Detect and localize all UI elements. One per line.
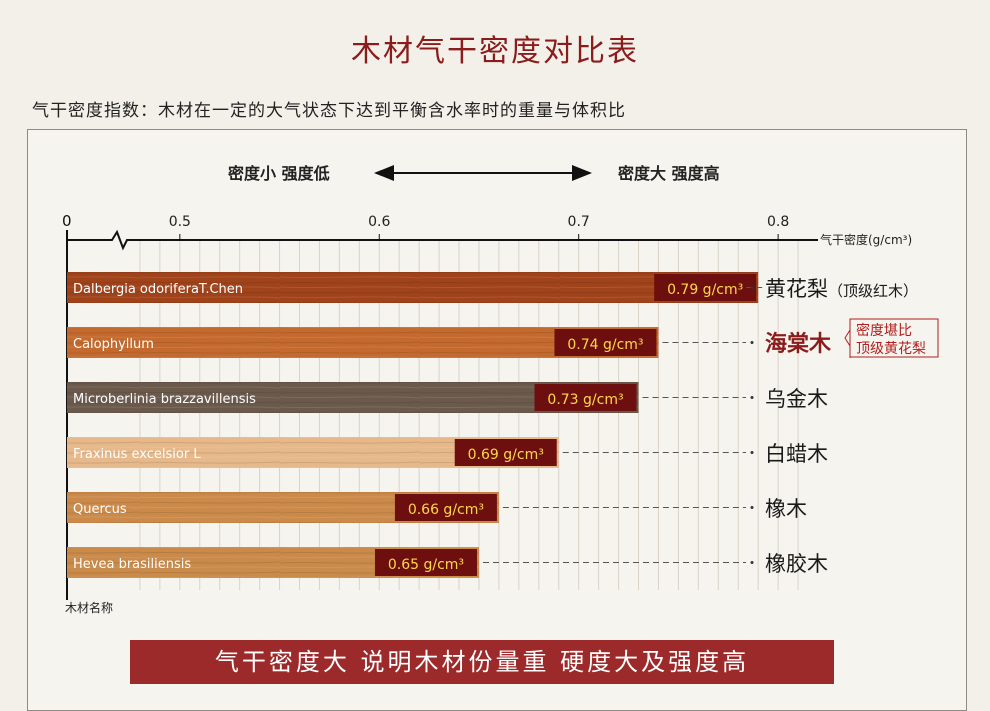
leader-dot — [750, 396, 754, 399]
bar-3: Microberlinia brazzavillensis 0.73 g/cm³ 乌… — [67, 382, 828, 413]
value-label: 0.74 g/cm³ — [567, 337, 643, 353]
tick-label: 0.6 — [368, 214, 390, 230]
x-axis-line — [67, 229, 818, 251]
legend-high-density: 密度大 强度高 — [618, 164, 720, 183]
footer-banner: 气干密度大 说明木材份量重 硬度大及强度高 — [130, 640, 834, 684]
value-label: 0.79 g/cm³ — [667, 282, 743, 298]
note-line-1: 密度堪比 — [856, 322, 912, 339]
y-axis-label: 木材名称 — [65, 600, 113, 615]
leader-dot — [750, 506, 754, 509]
leader-dot — [750, 286, 754, 289]
wood-name: 橡木 — [765, 497, 807, 521]
value-label: 0.73 g/cm³ — [547, 392, 623, 408]
bar-latin-label: Calophyllum — [73, 337, 154, 352]
bar-latin-label: Quercus — [73, 502, 127, 517]
value-label-box — [374, 549, 477, 576]
wood-name: 海棠木 — [765, 331, 832, 357]
value-label: 0.65 g/cm³ — [388, 557, 464, 573]
bar-grain — [67, 272, 759, 303]
value-label-box — [554, 329, 657, 356]
bar-latin-label: Dalbergia odoriferaT.Chen — [73, 282, 243, 297]
value-label-box — [654, 274, 757, 301]
bar-6: Hevea brasiliensis 0.65 g/cm³ 橡胶木 — [67, 547, 828, 578]
note-box: 密度堪比 顶级黄花梨 — [844, 318, 939, 358]
bar-latin-label: Microberlinia brazzavillensis — [73, 392, 256, 407]
bar-5: Quercus 0.66 g/cm³ 橡木 — [67, 492, 807, 523]
note-line-2: 顶级黄花梨 — [856, 340, 926, 357]
bar-latin-label: Hevea brasiliensis — [73, 557, 191, 572]
tick-label: 0.5 — [169, 214, 191, 230]
chart-description: 气干密度指数：木材在一定的大气状态下达到平衡含水率时的重量与体积比 — [32, 101, 626, 121]
wood-name: 白蜡木 — [765, 442, 828, 466]
wood-name: 橡胶木 — [765, 552, 828, 576]
wood-name: 乌金木 — [765, 387, 828, 411]
value-label: 0.69 g/cm³ — [468, 447, 544, 463]
tick-label: 0.7 — [568, 214, 590, 230]
wood-name: 黄花梨（顶级红木） — [765, 277, 918, 301]
leader-dot — [750, 451, 754, 454]
legend-low-density: 密度小 强度低 — [228, 164, 330, 183]
leader-dot — [750, 561, 754, 564]
x-axis-label: 气干密度(g/cm³) — [820, 232, 912, 247]
tick-label: 0.8 — [767, 214, 789, 230]
bar-1: Dalbergia odoriferaT.Chen 0.79 g/cm³ 黄花梨（顶… — [67, 272, 918, 303]
bar-4: Fraxinus excelsior L 0.69 g/cm³ 白蜡木 — [67, 437, 828, 468]
value-label: 0.66 g/cm³ — [408, 502, 484, 518]
value-label-box — [534, 384, 637, 411]
bar-latin-label: Fraxinus excelsior L — [73, 447, 201, 462]
chart-panel — [27, 129, 967, 711]
tick-label-origin: 0 — [62, 212, 72, 230]
value-label-box — [394, 494, 497, 521]
bar-2: Calophyllum 0.74 g/cm³ 海棠木 — [67, 327, 832, 358]
leader-dot — [750, 341, 754, 344]
value-label-box — [454, 439, 557, 466]
page-title: 木材气干密度对比表 — [351, 34, 639, 69]
